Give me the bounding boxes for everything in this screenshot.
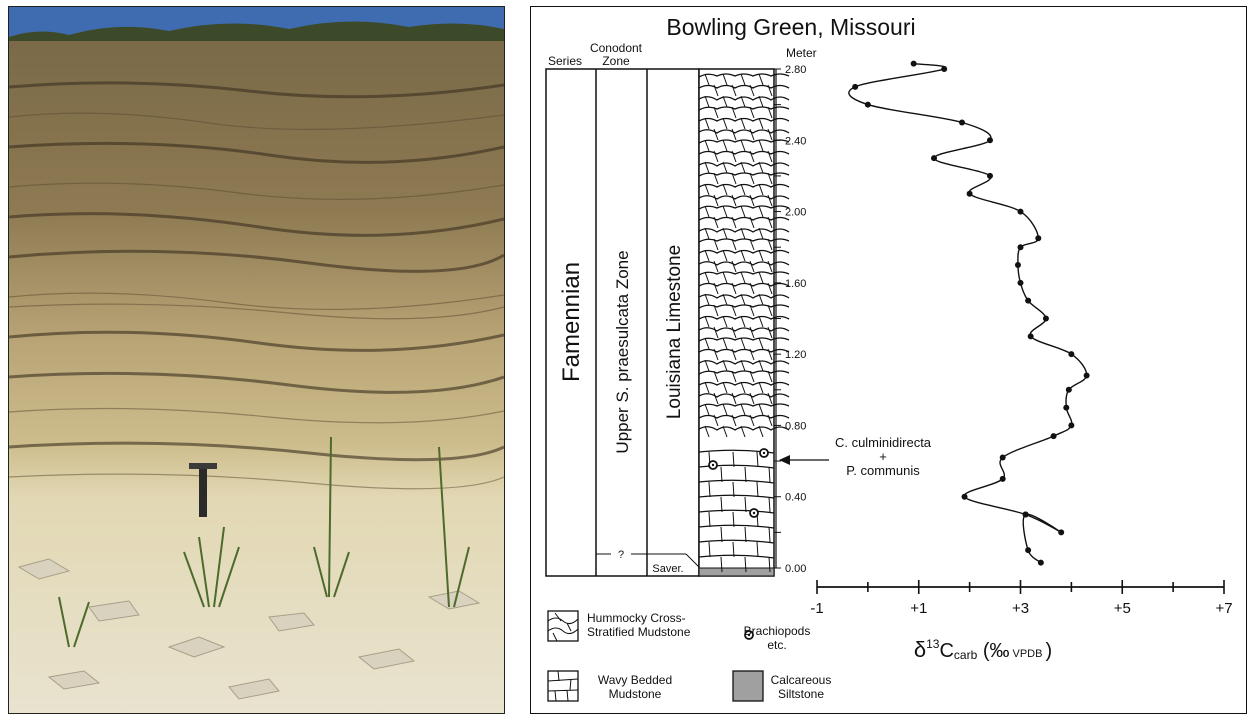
data-point bbox=[966, 190, 973, 197]
x-tick-label: +1 bbox=[910, 600, 927, 617]
data-point bbox=[986, 172, 993, 179]
x-tick-label: +5 bbox=[1114, 600, 1131, 617]
data-point bbox=[986, 137, 993, 144]
legend-brachiopod-symbol bbox=[744, 630, 754, 640]
data-point bbox=[1068, 422, 1075, 429]
saverton-label: Saver. bbox=[652, 563, 683, 575]
lithology-column bbox=[698, 68, 790, 577]
annotation-line1: C. culminidirecta bbox=[835, 435, 932, 450]
legend-wavy-swatch bbox=[547, 670, 579, 702]
y-tick-label: 0.80 bbox=[785, 420, 806, 432]
legend-siltstone-line2: Siltstone bbox=[778, 687, 824, 701]
legend-hummocky-swatch bbox=[547, 610, 579, 642]
formation-label: Louisiana Limestone bbox=[664, 245, 685, 419]
data-point bbox=[1058, 529, 1065, 536]
annotation-line2: + bbox=[879, 449, 887, 464]
legend-wavy-line1: Wavy Bedded bbox=[598, 673, 672, 687]
data-point bbox=[961, 493, 968, 500]
y-tick-label: 0.40 bbox=[785, 492, 806, 504]
data-point bbox=[999, 454, 1006, 461]
data-point bbox=[1017, 279, 1024, 286]
legend-brachiopods-line2: etc. bbox=[767, 638, 786, 652]
y-tick-label: 1.20 bbox=[785, 349, 806, 361]
series-label: Famennian bbox=[558, 262, 585, 382]
data-point bbox=[999, 475, 1006, 482]
data-point bbox=[1068, 351, 1075, 358]
series-header: Series bbox=[548, 54, 582, 68]
data-point bbox=[1035, 235, 1042, 242]
x-tick-label: +3 bbox=[1012, 600, 1029, 617]
legend-wavy-line2: Mudstone bbox=[609, 687, 662, 701]
annotation-arrow bbox=[779, 455, 829, 465]
x-tick-label: +7 bbox=[1215, 600, 1232, 617]
y-tick-label: 0.00 bbox=[785, 563, 806, 575]
conodont-header-line1: Conodont bbox=[590, 41, 643, 55]
data-point bbox=[1083, 372, 1090, 379]
data-point bbox=[1065, 386, 1072, 393]
x-axis-label: δ13Ccarb (‰ VPDB) bbox=[914, 637, 1052, 662]
legend-hummocky-line1: Hummocky Cross- bbox=[587, 611, 686, 625]
legend-brachiopods-line1: Brachiopods bbox=[744, 624, 811, 638]
data-point bbox=[1014, 262, 1021, 269]
data-point bbox=[941, 66, 948, 72]
data-point bbox=[1022, 511, 1029, 518]
uncertain-marker: ? bbox=[618, 549, 624, 561]
meter-header: Meter bbox=[786, 46, 817, 60]
zone-label: Upper S. praesulcata Zone bbox=[613, 250, 632, 453]
data-point bbox=[931, 155, 938, 162]
x-tick-label: -1 bbox=[810, 600, 823, 617]
stratigraphic-figure: Bowling Green, Missouri Series Conodont … bbox=[530, 6, 1247, 714]
data-point bbox=[1017, 208, 1024, 215]
y-tick-label: 1.60 bbox=[785, 278, 806, 290]
data-point bbox=[1017, 244, 1024, 251]
y-tick-label: 2.80 bbox=[785, 64, 806, 76]
data-point bbox=[1050, 433, 1057, 440]
data-point bbox=[852, 83, 859, 90]
data-point bbox=[958, 119, 965, 126]
data-point bbox=[1025, 297, 1032, 304]
data-point bbox=[1037, 559, 1044, 566]
annotation-line3: P. communis bbox=[846, 463, 920, 478]
figure-title: Bowling Green, Missouri bbox=[666, 14, 915, 40]
data-point bbox=[1063, 404, 1070, 411]
legend-hummocky-line2: Stratified Mudstone bbox=[587, 625, 691, 639]
data-point bbox=[864, 101, 871, 108]
data-point bbox=[1042, 315, 1049, 322]
data-point bbox=[1025, 547, 1032, 554]
legend-siltstone-swatch bbox=[732, 670, 764, 702]
legend-siltstone-line1: Calcareous bbox=[771, 673, 832, 687]
outcrop-photo bbox=[8, 6, 505, 714]
conodont-header-line2: Zone bbox=[602, 54, 630, 68]
isotope-curve bbox=[848, 63, 1088, 564]
data-point bbox=[910, 60, 917, 67]
legend: Hummocky Cross- Stratified Mudstone Brac… bbox=[547, 610, 832, 702]
isotope-chart: 0.00 0.40 0.80 1.20 1.60 2.00 2.40 2.80 -1 +1 +3 +5… bbox=[774, 60, 1233, 617]
y-tick-label: 2.40 bbox=[785, 135, 806, 147]
y-tick-label: 2.00 bbox=[785, 207, 806, 219]
data-point bbox=[1027, 333, 1034, 340]
zone-boundary bbox=[596, 553, 700, 568]
